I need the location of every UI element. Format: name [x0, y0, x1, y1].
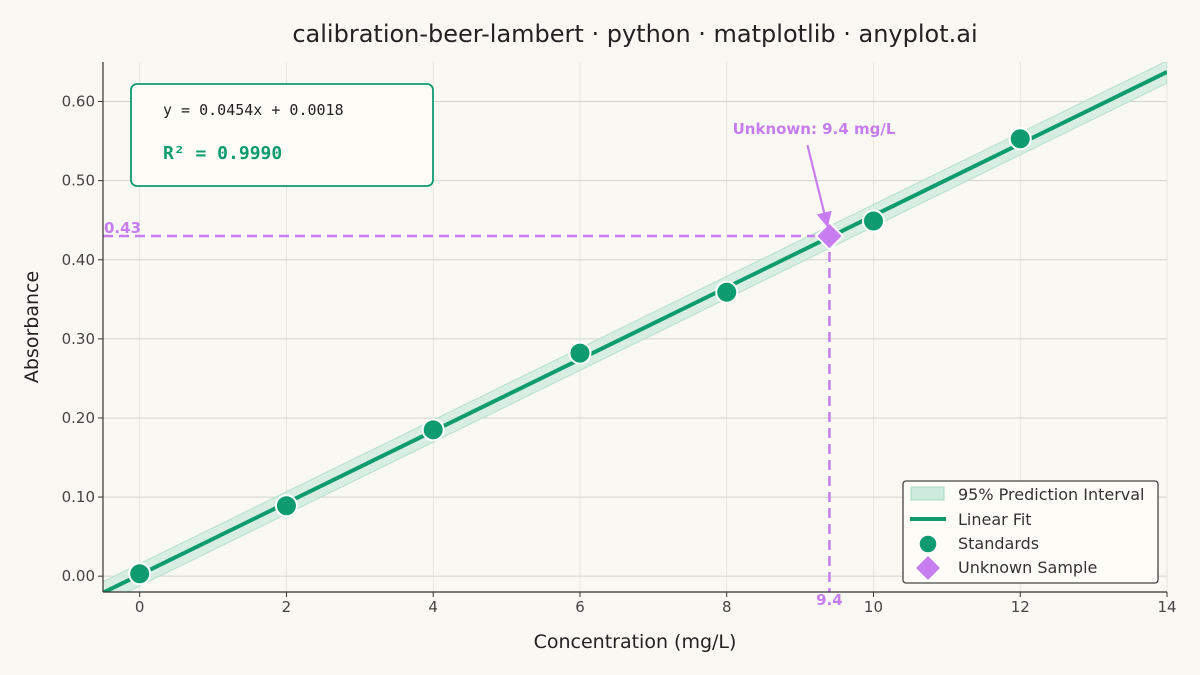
y-tick-label: 0.60: [62, 93, 95, 111]
x-tick-label: 4: [428, 598, 438, 616]
x-tick-label: 6: [575, 598, 585, 616]
unknown-y-value-label: 0.43: [104, 219, 141, 237]
y-tick-label: 0.00: [62, 567, 95, 585]
standard-point: [421, 418, 445, 442]
legend-item-unknown-sample: Unknown Sample: [913, 553, 1097, 583]
x-tick-label: 8: [722, 598, 732, 616]
x-axis-title: Concentration (mg/L): [534, 631, 737, 653]
x-tick-label: 2: [282, 598, 292, 616]
prediction-interval-band: [103, 62, 1167, 592]
legend: 95% Prediction Interval Linear Fit Stand…: [902, 480, 1159, 584]
x-tick-label: 10: [864, 598, 883, 616]
unknown-annotation: Unknown: 9.4 mg/L 0.43 9.4: [104, 120, 896, 609]
y-tick-label: 0.10: [62, 488, 95, 506]
legend-item-linear-fit: Linear Fit: [910, 510, 1032, 529]
unknown-annotation-label: Unknown: 9.4 mg/L: [733, 120, 896, 138]
standard-point: [1008, 127, 1032, 151]
unknown-guide-lines: [103, 234, 831, 592]
y-axis-title: Absorbance: [21, 271, 43, 383]
equation-box: y = 0.0454x + 0.0018 R² = 0.9990: [130, 83, 434, 187]
legend-item-standards: Standards: [918, 534, 1039, 554]
legend-frame: [902, 480, 1159, 584]
svg-text:Standards: Standards: [958, 534, 1039, 553]
x-tick-label: 0: [135, 598, 145, 616]
y-tick-label: 0.30: [62, 330, 95, 348]
r-squared: R² = 0.9990: [163, 143, 282, 164]
standard-point: [274, 494, 298, 518]
fit-equation: y = 0.0454x + 0.0018: [163, 101, 344, 119]
svg-text:95% Prediction Interval: 95% Prediction Interval: [958, 485, 1145, 504]
svg-text:Linear Fit: Linear Fit: [958, 510, 1032, 529]
tick-labels: 0 2 4 6 8 10 12 14 0.00 0.10 0.20 0.30 0.40 0.50 0.60: [62, 93, 1177, 616]
y-tick-label: 0.40: [62, 251, 95, 269]
standard-point: [568, 341, 592, 365]
y-tick-label: 0.20: [62, 409, 95, 427]
legend-item-prediction-interval: 95% Prediction Interval: [910, 485, 1145, 504]
data-points-layer: [128, 127, 1032, 586]
annotation-arrow: [806, 144, 832, 228]
axes: [102, 62, 1167, 593]
y-tick-label: 0.50: [62, 172, 95, 190]
prediction-band-layer: [103, 62, 1167, 592]
x-tick-label: 14: [1157, 598, 1176, 616]
unknown-sample-point: [814, 221, 845, 251]
x-tick-label: 12: [1011, 598, 1030, 616]
svg-text:Unknown Sample: Unknown Sample: [958, 558, 1097, 577]
standard-point: [861, 209, 885, 233]
standard-point: [715, 280, 739, 304]
standard-point: [128, 562, 152, 586]
unknown-x-value-label: 9.4: [816, 591, 843, 609]
chart-title: calibration-beer-lambert · python · matp…: [292, 20, 977, 48]
